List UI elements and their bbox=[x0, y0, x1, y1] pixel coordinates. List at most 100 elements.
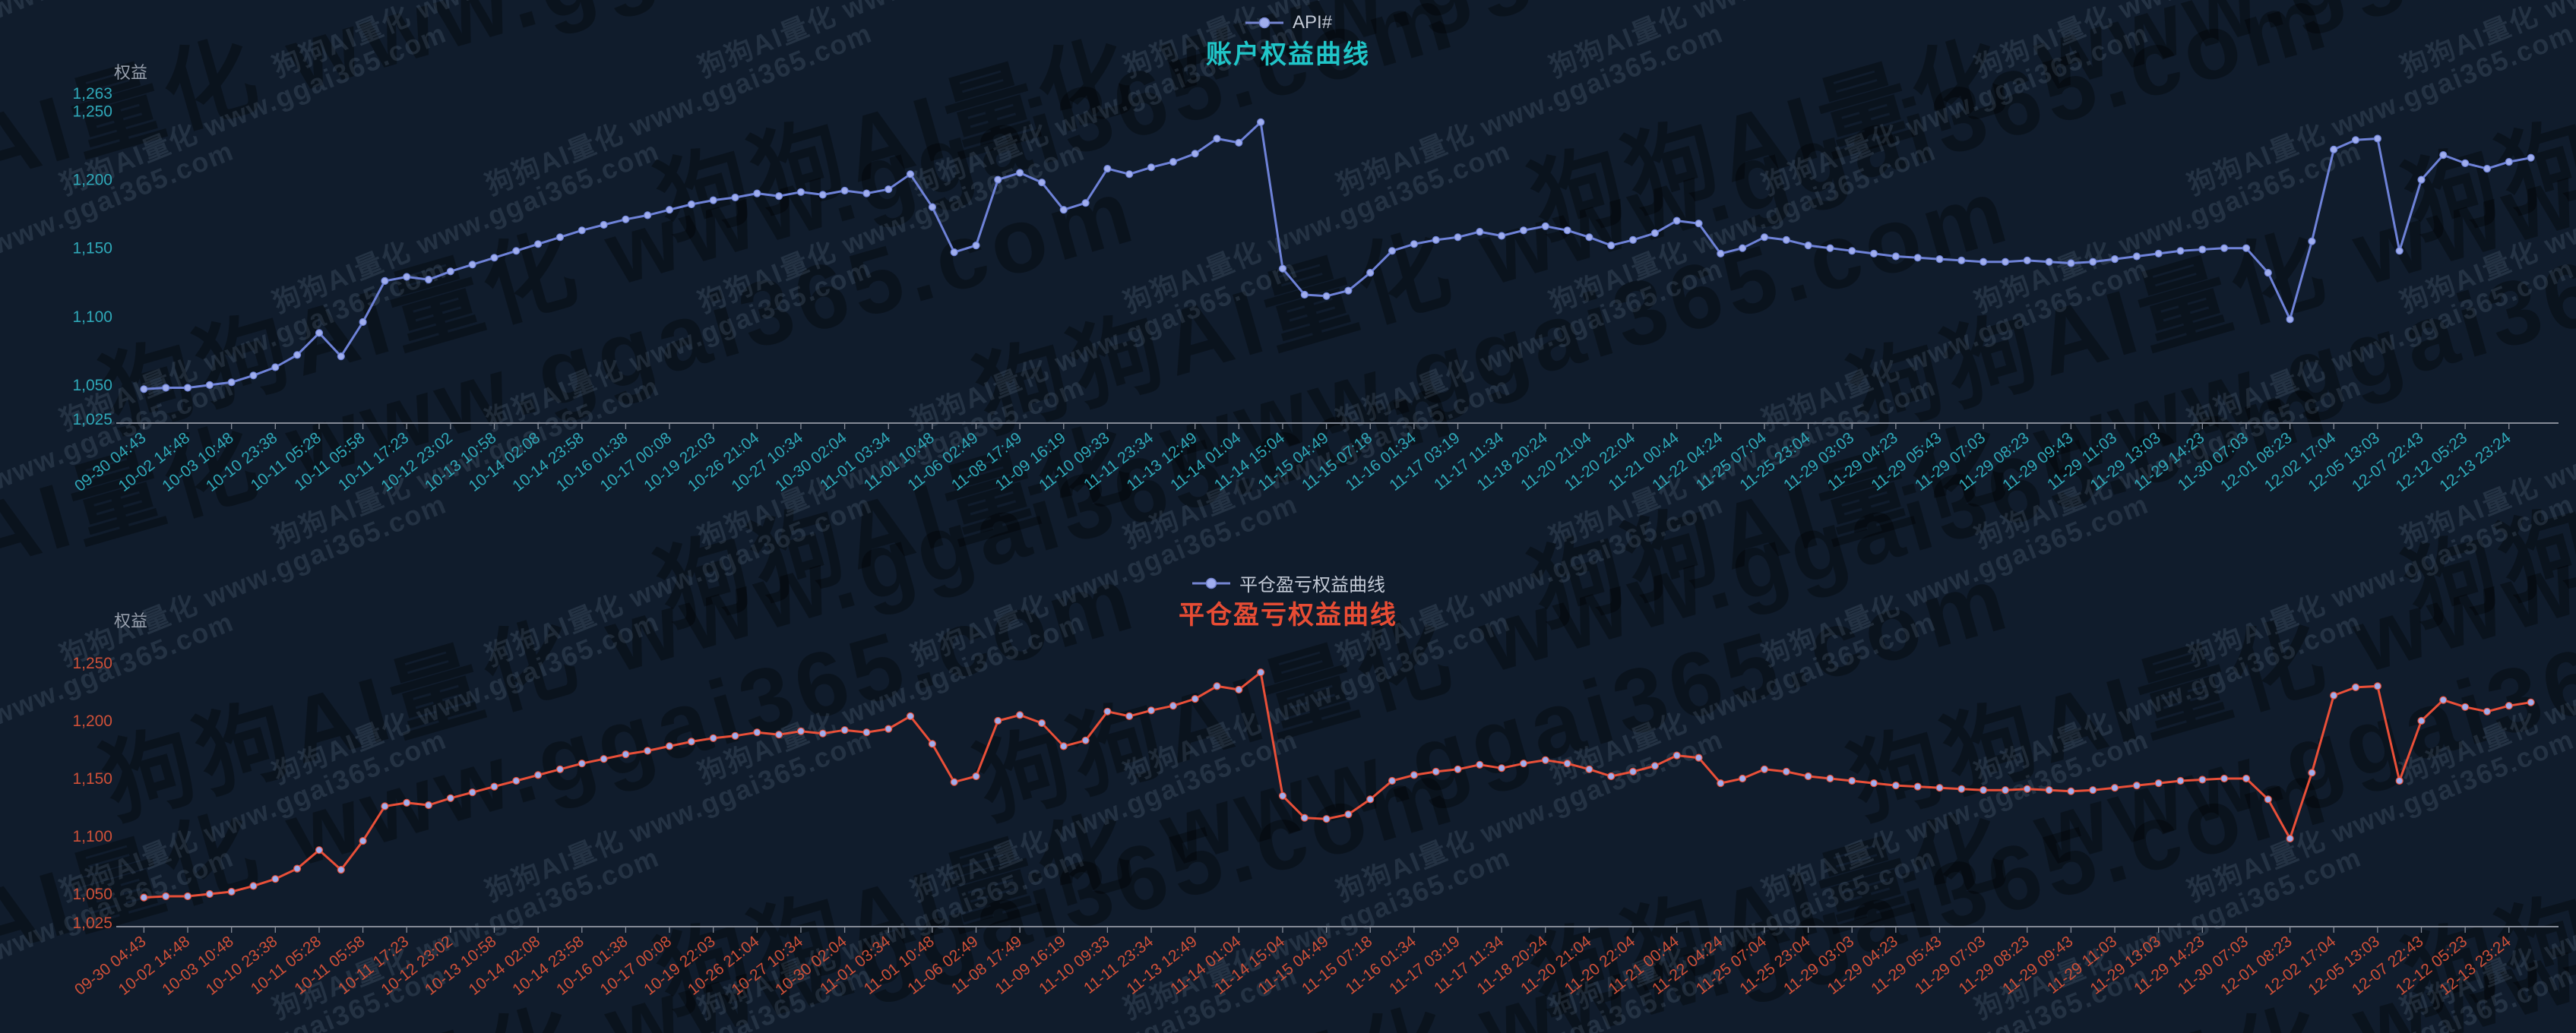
y-tick-label: 1,025 bbox=[72, 915, 112, 932]
data-point-marker bbox=[928, 203, 937, 211]
data-point-marker bbox=[2110, 784, 2119, 792]
data-point-marker bbox=[271, 875, 280, 883]
data-point-marker bbox=[512, 776, 521, 785]
data-point-marker bbox=[1673, 751, 1681, 760]
series-line bbox=[142, 121, 2533, 390]
y-tick-label: 1,050 bbox=[72, 886, 112, 903]
data-point-marker bbox=[162, 384, 170, 392]
legend-label: API# bbox=[1292, 12, 1333, 33]
data-point-marker bbox=[2461, 159, 2470, 167]
data-point-marker bbox=[1015, 169, 1024, 177]
data-point-marker bbox=[1059, 742, 1068, 750]
data-point-marker bbox=[2001, 786, 2010, 794]
data-point-marker bbox=[140, 385, 148, 393]
y-tick-label: 1,150 bbox=[72, 240, 112, 257]
data-point-marker bbox=[424, 801, 433, 810]
data-point-marker bbox=[2351, 136, 2360, 144]
data-point-marker bbox=[1125, 712, 1134, 720]
data-point-marker bbox=[1782, 235, 1790, 244]
data-point-marker bbox=[1344, 286, 1353, 295]
data-point-marker bbox=[1760, 765, 1769, 773]
data-point-marker bbox=[885, 185, 893, 194]
data-point-marker bbox=[1147, 163, 1156, 172]
data-point-marker bbox=[2176, 247, 2185, 255]
data-point-marker bbox=[972, 242, 980, 250]
data-point-marker bbox=[665, 742, 674, 750]
data-point-marker bbox=[1695, 753, 1703, 762]
data-point-marker bbox=[1891, 252, 1900, 261]
data-point-marker bbox=[183, 892, 192, 901]
data-point-marker bbox=[950, 248, 958, 257]
y-tick-label: 1,200 bbox=[72, 172, 112, 189]
data-point-marker bbox=[578, 226, 586, 235]
data-point-marker bbox=[2198, 776, 2207, 784]
data-point-marker bbox=[2439, 696, 2448, 704]
data-point-marker bbox=[2045, 786, 2053, 794]
data-point-marker bbox=[403, 798, 411, 807]
data-point-marker bbox=[315, 846, 324, 855]
data-point-marker bbox=[162, 892, 170, 901]
data-point-marker bbox=[1081, 736, 1090, 744]
data-point-marker bbox=[1935, 255, 1944, 264]
data-point-marker bbox=[1454, 765, 1462, 773]
data-point-marker bbox=[1256, 668, 1265, 677]
data-point-marker bbox=[1848, 247, 1856, 255]
data-point-marker bbox=[1585, 765, 1593, 773]
data-point-marker bbox=[2286, 315, 2294, 324]
data-point-marker bbox=[818, 191, 827, 199]
data-point-marker bbox=[1476, 228, 1484, 236]
data-point-marker bbox=[1541, 222, 1549, 230]
data-point-marker bbox=[205, 889, 214, 899]
data-point-marker bbox=[644, 747, 652, 755]
data-point-marker bbox=[994, 716, 1002, 725]
data-point-marker bbox=[2527, 153, 2535, 162]
data-point-marker bbox=[2461, 703, 2470, 711]
data-point-marker bbox=[1213, 134, 1221, 143]
y-tick-label: 1,025 bbox=[72, 411, 112, 428]
data-point-marker bbox=[2483, 707, 2492, 716]
y-tick-label: 1,050 bbox=[72, 377, 112, 394]
data-point-marker bbox=[1103, 165, 1112, 173]
data-point-marker bbox=[1913, 782, 1922, 791]
data-point-marker bbox=[600, 220, 608, 229]
data-point-marker bbox=[2286, 834, 2294, 843]
data-point-marker bbox=[818, 729, 827, 738]
data-point-marker bbox=[205, 381, 214, 389]
data-point-marker bbox=[2527, 698, 2535, 706]
data-point-marker bbox=[2483, 165, 2492, 173]
data-point-marker bbox=[1169, 702, 1178, 710]
data-point-marker bbox=[183, 384, 192, 392]
data-point-marker bbox=[1169, 158, 1178, 166]
data-point-marker bbox=[1913, 254, 1922, 262]
data-point-marker bbox=[774, 731, 783, 739]
data-point-marker bbox=[1476, 760, 1484, 769]
data-point-marker bbox=[1541, 756, 1549, 764]
data-point-marker bbox=[1497, 764, 1506, 772]
legend-item-closed-pnl[interactable]: 平仓盈亏权益曲线 bbox=[1191, 570, 1385, 596]
legend-line-icon bbox=[1192, 577, 1230, 589]
data-point-marker bbox=[2089, 257, 2097, 266]
data-point-marker bbox=[578, 760, 586, 768]
data-point-marker bbox=[1717, 249, 1725, 257]
data-point-marker bbox=[906, 712, 915, 720]
data-point-marker bbox=[2132, 782, 2141, 790]
data-point-marker bbox=[1739, 244, 1747, 252]
data-point-marker bbox=[1454, 233, 1462, 242]
data-point-marker bbox=[1322, 292, 1331, 300]
data-point-marker bbox=[1213, 682, 1221, 690]
data-point-marker bbox=[1869, 779, 1878, 788]
data-point-marker bbox=[885, 725, 893, 733]
legend-label: 平仓盈亏权益曲线 bbox=[1239, 575, 1385, 595]
data-point-marker bbox=[2373, 134, 2381, 143]
legend-item-account[interactable]: API# bbox=[1244, 12, 1332, 33]
closed-pnl-y-axis-name: 权益 bbox=[114, 611, 148, 630]
data-point-marker bbox=[1628, 235, 1638, 244]
account-equity-plot[interactable]: 1,0251,0501,1001,1501,2001,2501,26309-30… bbox=[0, 0, 2576, 524]
data-point-marker bbox=[2308, 237, 2316, 245]
data-point-marker bbox=[1235, 138, 1243, 147]
data-point-marker bbox=[1650, 762, 1659, 770]
data-point-marker bbox=[1388, 776, 1397, 785]
data-point-marker bbox=[2264, 795, 2272, 804]
legend-account: API# bbox=[0, 12, 2576, 33]
